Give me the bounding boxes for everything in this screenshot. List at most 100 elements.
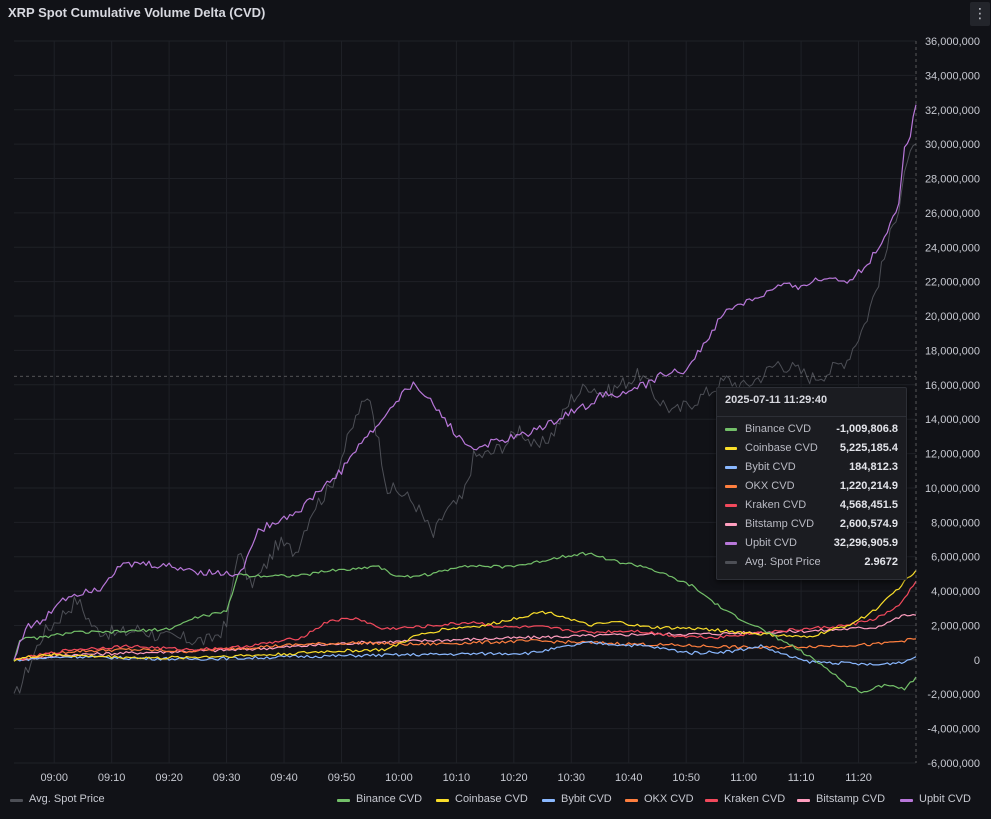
legend-swatch xyxy=(436,799,449,802)
y-tick-label: 10,000,000 xyxy=(925,483,980,495)
series-line-coinbase[interactable] xyxy=(13,570,917,662)
legend-label: Avg. Spot Price xyxy=(29,793,105,805)
y-tick-label: 34,000,000 xyxy=(925,70,980,82)
tooltip-row-bitstamp: Bitstamp CVD 2,600,574.9 xyxy=(725,517,898,533)
y-tick-label: 2,000,000 xyxy=(931,620,980,632)
legend-swatch xyxy=(705,799,718,802)
series-lines xyxy=(13,104,917,694)
tooltip-label: Kraken CVD xyxy=(745,499,807,511)
legend-label: Binance CVD xyxy=(356,793,423,805)
x-tick-label: 10:10 xyxy=(443,772,471,784)
series-line-price[interactable] xyxy=(13,143,917,694)
y-tick-label: 36,000,000 xyxy=(925,36,980,48)
tooltip-value: -1,009,806.8 xyxy=(836,423,898,435)
y-tick-label: 26,000,000 xyxy=(925,208,980,220)
tooltip-label: Binance CVD xyxy=(745,423,812,435)
legend-label: Coinbase CVD xyxy=(455,793,528,805)
legend-label: OKX CVD xyxy=(644,793,694,805)
tooltip-value: 32,296,905.9 xyxy=(833,537,898,549)
x-tick-label: 09:50 xyxy=(328,772,356,784)
tooltip-label: Upbit CVD xyxy=(745,537,797,549)
tooltip-swatch xyxy=(725,466,737,469)
y-tick-label: 14,000,000 xyxy=(925,414,980,426)
tooltip-swatch xyxy=(725,561,737,564)
tooltip-swatch xyxy=(725,428,737,431)
y-axis: 36,000,000 34,000,000 32,000,000 30,000,000… xyxy=(925,36,980,770)
tooltip-row-binance: Binance CVD -1,009,806.8 xyxy=(725,422,898,438)
legend-label: Kraken CVD xyxy=(724,793,786,805)
x-tick-label: 09:40 xyxy=(270,772,298,784)
tooltip-swatch xyxy=(725,504,737,507)
legend-swatch xyxy=(797,799,810,802)
x-tick-label: 10:30 xyxy=(558,772,586,784)
y-tick-label: 18,000,000 xyxy=(925,345,980,357)
legend-swatch xyxy=(10,799,23,802)
x-tick-label: 10:00 xyxy=(385,772,413,784)
y-tick-label: 16,000,000 xyxy=(925,380,980,392)
tooltip-value: 4,568,451.5 xyxy=(839,499,898,511)
x-tick-label: 09:10 xyxy=(98,772,126,784)
x-tick-label: 09:00 xyxy=(40,772,68,784)
y-tick-label: 0 xyxy=(974,655,980,667)
tooltip-value: 1,220,214.9 xyxy=(839,480,898,492)
y-tick-label: 32,000,000 xyxy=(925,105,980,117)
legend-swatch xyxy=(542,799,555,802)
x-tick-label: 09:20 xyxy=(155,772,183,784)
y-tick-label: 30,000,000 xyxy=(925,139,980,151)
tooltip-value: 5,225,185.4 xyxy=(839,442,898,454)
tooltip-divider xyxy=(717,416,906,417)
tooltip-label: Bybit CVD xyxy=(745,461,796,473)
x-tick-label: 11:20 xyxy=(845,772,872,784)
y-tick-label: 20,000,000 xyxy=(925,311,980,323)
kebab-menu-icon[interactable]: ⋮ xyxy=(970,2,990,26)
hover-tooltip: 2025-07-11 11:29:40 Binance CVD -1,009,8… xyxy=(716,387,907,580)
panel-title: XRP Spot Cumulative Volume Delta (CVD) xyxy=(8,5,266,20)
y-tick-label: -2,000,000 xyxy=(927,689,980,701)
tooltip-value: 2,600,574.9 xyxy=(839,518,898,530)
y-tick-label: -6,000,000 xyxy=(927,758,980,770)
series-line-binance[interactable] xyxy=(13,551,917,694)
tooltip-row-price: Avg. Spot Price 2.9672 xyxy=(725,555,898,571)
y-tick-label: 8,000,000 xyxy=(931,517,980,529)
y-tick-label: -4,000,000 xyxy=(927,724,980,736)
x-tick-label: 10:40 xyxy=(615,772,643,784)
tooltip-value: 2.9672 xyxy=(864,556,898,568)
y-tick-label: 6,000,000 xyxy=(931,552,980,564)
tooltip-swatch xyxy=(725,485,737,488)
x-tick-label: 09:30 xyxy=(213,772,241,784)
x-tick-label: 11:00 xyxy=(730,772,757,784)
tooltip-swatch xyxy=(725,447,737,450)
legend-swatch xyxy=(337,799,350,802)
tooltip-label: Bitstamp CVD xyxy=(745,518,815,530)
legend-label: Bybit CVD xyxy=(561,793,612,805)
x-tick-label: 10:50 xyxy=(672,772,700,784)
tooltip-swatch xyxy=(725,523,737,526)
tooltip-row-coinbase: Coinbase CVD 5,225,185.4 xyxy=(725,441,898,457)
x-tick-label: 10:20 xyxy=(500,772,528,784)
series-line-upbit[interactable] xyxy=(13,104,917,660)
y-tick-label: 12,000,000 xyxy=(925,449,980,461)
legend-swatch xyxy=(900,799,913,802)
series-line-bybit[interactable] xyxy=(13,640,917,666)
tooltip-time: 2025-07-11 11:29:40 xyxy=(725,394,828,406)
tooltip-label: Coinbase CVD xyxy=(745,442,818,454)
tooltip-row-upbit: Upbit CVD 32,296,905.9 xyxy=(725,536,898,552)
tooltip-row-bybit: Bybit CVD 184,812.3 xyxy=(725,460,898,476)
y-tick-label: 22,000,000 xyxy=(925,277,980,289)
y-tick-label: 4,000,000 xyxy=(931,586,980,598)
legend-label: Upbit CVD xyxy=(919,793,971,805)
tooltip-row-kraken: Kraken CVD 4,568,451.5 xyxy=(725,498,898,514)
crosshair xyxy=(14,41,917,763)
tooltip-label: Avg. Spot Price xyxy=(745,556,821,568)
tooltip-label: OKX CVD xyxy=(745,480,795,492)
legend-swatch xyxy=(625,799,638,802)
legend-label: Bitstamp CVD xyxy=(816,793,886,805)
x-axis: 09:00 09:10 09:20 09:30 09:40 09:50 10:00 10:10… xyxy=(40,772,871,784)
series-line-okx[interactable] xyxy=(13,637,917,661)
tooltip-swatch xyxy=(725,542,737,545)
y-tick-label: 24,000,000 xyxy=(925,242,980,254)
tooltip-row-okx: OKX CVD 1,220,214.9 xyxy=(725,479,898,495)
x-tick-label: 11:10 xyxy=(788,772,815,784)
